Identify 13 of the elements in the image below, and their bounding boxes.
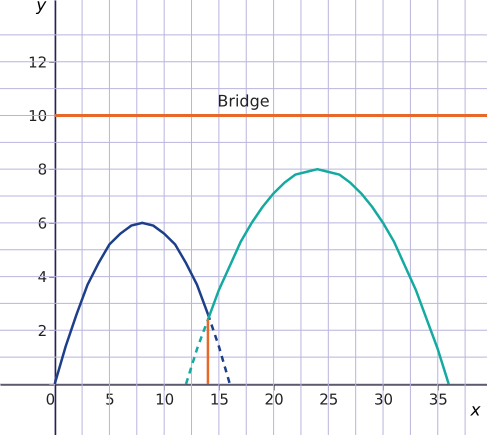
y-tick-label: 12 xyxy=(28,53,48,72)
x-tick-label: 0 xyxy=(46,390,56,408)
x-tick-label: 15 xyxy=(210,390,229,408)
ref-line-label: Bridge xyxy=(217,91,270,110)
y-tick-label: 4 xyxy=(38,268,48,286)
y-axis-title: y xyxy=(35,0,48,16)
x-tick-label: 20 xyxy=(264,390,284,408)
x-tick-label: 25 xyxy=(319,390,338,408)
x-axis-title: x xyxy=(469,400,482,420)
x-tick-label: 10 xyxy=(155,390,174,408)
y-tick-label: 2 xyxy=(38,322,48,340)
x-tick-label: 30 xyxy=(374,390,394,408)
x-tick-label: 35 xyxy=(428,390,448,408)
